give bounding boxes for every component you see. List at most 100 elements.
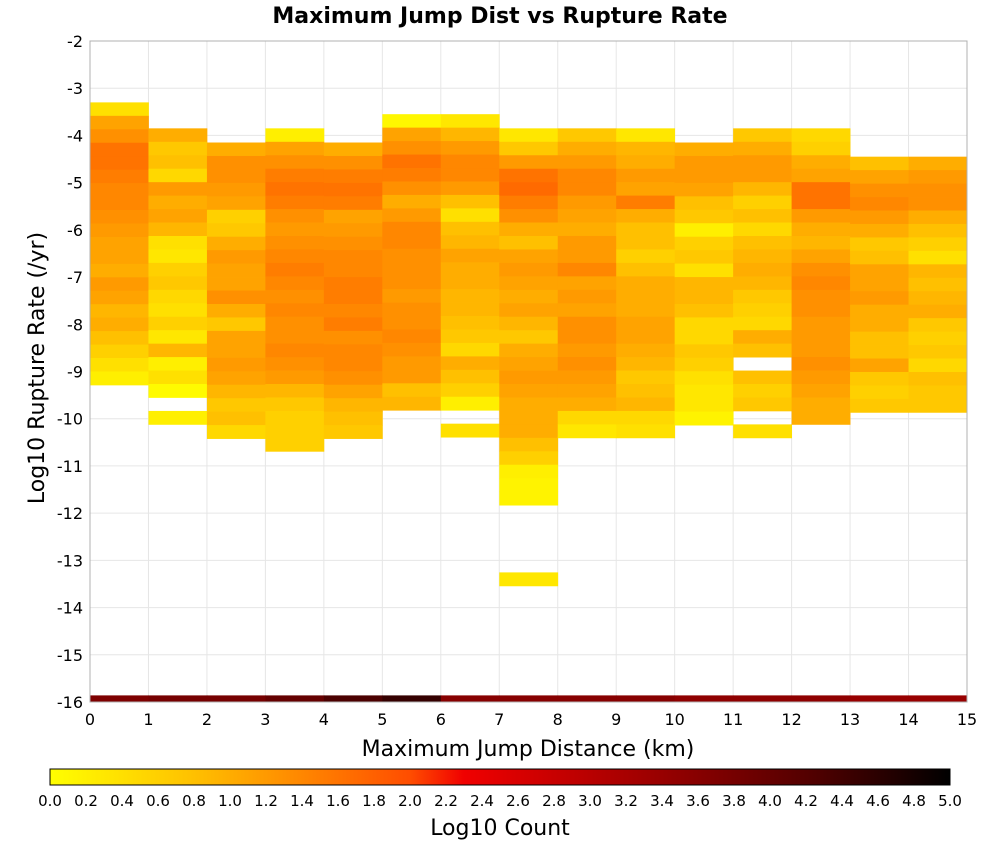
chart-title: Maximum Jump Dist vs Rupture Rate: [272, 4, 727, 29]
y-tick-label: -10: [57, 410, 83, 429]
colorbar: [49, 768, 951, 786]
heatmap-cell: [557, 303, 617, 318]
heatmap-cell: [850, 197, 909, 211]
heatmap-cell: [206, 425, 266, 439]
heatmap-cell: [616, 316, 676, 331]
heatmap-cell: [674, 182, 734, 197]
heatmap-cell: [674, 277, 734, 291]
heatmap-cell: [382, 141, 442, 155]
heatmap-cell: [90, 115, 149, 130]
colorbar-tick-label: 2.8: [542, 792, 566, 810]
heatmap-cell: [733, 222, 792, 237]
heatmap-cell: [499, 424, 559, 439]
heatmap-cell: [616, 222, 676, 237]
colorbar-tick-label: 1.4: [290, 792, 314, 810]
heatmap-cell: [733, 289, 792, 304]
heatmap-cell: [733, 384, 792, 398]
heatmap-cell: [265, 424, 325, 439]
heatmap-cell: [206, 290, 266, 305]
heatmap-cell: [616, 249, 676, 264]
heatmap-cell: [323, 317, 383, 332]
heatmap-cell: [148, 303, 208, 318]
y-tick-label: -12: [57, 504, 83, 523]
heatmap-cell: [791, 384, 851, 398]
y-tick-label: -11: [57, 457, 83, 476]
heatmap-cell: [323, 371, 383, 386]
heatmap-cell: [148, 316, 208, 331]
heatmap-cell: [616, 128, 676, 143]
heatmap-cell: [148, 141, 208, 156]
heatmap-cell: [557, 168, 617, 183]
heatmap-cell: [499, 209, 559, 223]
heatmap-cell: [616, 343, 676, 358]
heatmap-cell: [557, 182, 617, 197]
heatmap-cell: [265, 249, 325, 264]
colorbar-tick-label: 5.0: [938, 792, 962, 810]
colorbar-tick-label: 1.8: [362, 792, 386, 810]
heatmap-cell: [850, 304, 909, 319]
heatmap-cell: [440, 208, 500, 223]
heatmap-cell: [206, 344, 266, 359]
heatmap-cell: [382, 168, 442, 182]
y-tick-label: -16: [57, 693, 83, 712]
colorbar-tick-label: 2.0: [398, 792, 422, 810]
heatmap-cell: [674, 357, 734, 372]
colorbar-tick-label: 4.2: [794, 792, 818, 810]
heatmap-cell: [733, 249, 792, 264]
heatmap-cell: [557, 262, 617, 277]
heatmap-cell: [791, 410, 851, 425]
y-tick-label: -13: [57, 551, 83, 570]
heatmap-cell: [733, 330, 792, 345]
heatmap-cell: [850, 318, 909, 333]
x-axis-title: Maximum Jump Distance (km): [362, 737, 695, 762]
y-tick-label: -14: [57, 599, 83, 618]
heatmap-cell: [148, 155, 208, 170]
heatmap-cell: [733, 209, 792, 223]
heatmap-cell: [733, 397, 792, 412]
heatmap-cell: [733, 370, 792, 385]
heatmap-cell: [791, 182, 851, 197]
heatmap-cell: [440, 194, 500, 209]
heatmap-cell: [557, 357, 617, 371]
heatmap-cell: [557, 397, 617, 412]
x-tick-label: 14: [898, 710, 918, 729]
colorbar-tick-label: 0.0: [38, 792, 62, 810]
y-tick-label: -2: [67, 32, 83, 51]
heatmap-cell: [440, 316, 500, 330]
heatmap-cell: [499, 141, 559, 156]
heatmap-cell: [265, 195, 325, 210]
heatmap-cell: [733, 316, 792, 331]
heatmap-cell: [382, 235, 442, 250]
heatmap-cell: [616, 424, 676, 439]
y-axis-ticks: -2 -3 -4 -5 -6 -7 -8 -9 -10 -11 -12 -13 -14 -15 -16: [57, 32, 83, 712]
heatmap-cell: [440, 181, 500, 196]
heatmap-cell-bottom: [733, 695, 792, 702]
heatmap-cell: [323, 290, 383, 305]
heatmap-cell: [616, 182, 676, 197]
heatmap-cell: [148, 343, 208, 358]
heatmap-cell: [90, 277, 149, 292]
heatmap-cell: [908, 264, 968, 279]
heatmap-cell: [908, 398, 968, 413]
x-tick-label: 12: [781, 710, 801, 729]
heatmap-cell: [850, 358, 909, 373]
x-tick-label: 9: [611, 710, 621, 729]
heatmap-cell: [791, 209, 851, 223]
heatmap-cell: [850, 237, 909, 252]
heatmap-cell: [382, 194, 442, 209]
heatmap-cell: [148, 276, 208, 291]
heatmap-cell: [206, 209, 266, 224]
heatmap-cell: [616, 195, 676, 210]
x-axis-ticks: 0 1 2 3 4 5 6 7 8 9 10 11 12 13 14 15: [85, 710, 977, 729]
heatmap-cell-bottom: [90, 695, 149, 702]
heatmap-cell: [206, 196, 266, 211]
heatmap-cell: [674, 330, 734, 345]
heatmap-cell: [382, 342, 442, 357]
heatmap-cell: [265, 222, 325, 237]
heatmap-cell-bottom: [791, 695, 851, 702]
heatmap-cell: [440, 383, 500, 398]
heatmap-cell: [850, 398, 909, 413]
heatmap-cell: [791, 168, 851, 183]
heatmap-cell: [733, 235, 792, 250]
